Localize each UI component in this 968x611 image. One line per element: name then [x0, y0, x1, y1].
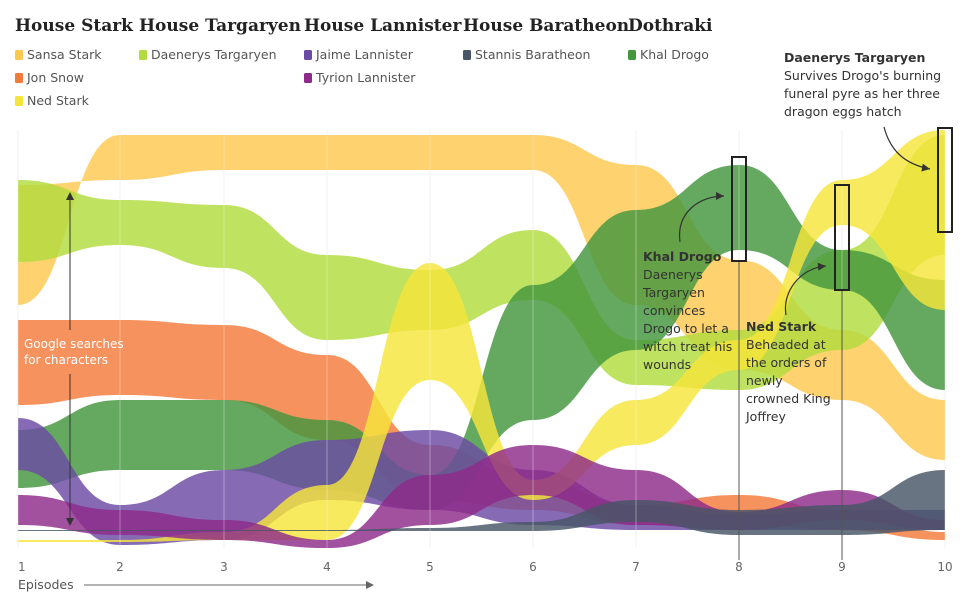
x-axis-arrow-head: [366, 581, 374, 589]
legend-label-jaime-lannister: Jaime Lannister: [315, 47, 414, 62]
stream-ned-stark: [18, 130, 945, 542]
annotation-line-khal-drogo-4: Drogo to let a: [643, 321, 729, 336]
legend-label-jon-snow: Jon Snow: [26, 70, 84, 85]
annotation-line-daenerys-targaryen-2: funeral pyre as her three: [784, 86, 940, 101]
legend-house-house-baratheon: House Baratheon: [463, 16, 629, 36]
x-tick-1: 1: [18, 560, 26, 574]
legend-house-house-targaryen: House Targaryen: [139, 16, 301, 36]
legend: House Stark Sansa Stark Jon Snow Ned Stark H…: [15, 16, 713, 108]
annotation-line-ned-stark-3: newly: [746, 373, 783, 388]
x-tick-5: 5: [426, 560, 434, 574]
annotation-line-khal-drogo-1: Daenerys: [643, 267, 703, 282]
annotation-line-khal-drogo-3: convinces: [643, 303, 705, 318]
annotation-line-daenerys-targaryen-3: dragon eggs hatch: [784, 104, 902, 119]
marker-box-episode-10: [937, 127, 953, 233]
annotations: Khal Drogo Daenerys Targaryen convinces Drog…: [642, 50, 941, 424]
legend-label-tyrion-lannister: Tyrion Lannister: [315, 70, 416, 85]
legend-swatch-daenerys-targaryen: [139, 50, 147, 60]
y-note-line-2: for characters: [24, 353, 108, 367]
annotation-markers: [731, 127, 953, 560]
legend-swatch-ned-stark: [15, 96, 23, 106]
stream-khal-drogo: [18, 165, 945, 510]
x-tick-6: 6: [529, 560, 537, 574]
annotation-title-khal-drogo: Khal Drogo: [643, 249, 722, 264]
annotation-line-khal-drogo-2: Targaryen: [642, 285, 705, 300]
y-note-line-1: Google searches: [24, 337, 124, 351]
annotation-title-ned-stark: Ned Stark: [746, 319, 817, 334]
legend-swatch-sansa-stark: [15, 50, 23, 60]
marker-box-episode-9: [834, 184, 850, 291]
annotation-line-khal-drogo-6: wounds: [643, 357, 691, 372]
legend-label-sansa-stark: Sansa Stark: [27, 47, 102, 62]
legend-label-ned-stark: Ned Stark: [27, 93, 90, 108]
x-tick-9: 9: [838, 560, 846, 574]
legend-swatch-jon-snow: [15, 73, 23, 83]
annotation-line-daenerys-targaryen-1: Survives Drogo's burning: [784, 68, 941, 83]
legend-label-stannis-baratheon: Stannis Baratheon: [475, 47, 590, 62]
x-axis-title: Episodes: [18, 577, 74, 592]
stream-stannis-baratheon: [18, 470, 945, 535]
x-tick-10: 10: [937, 560, 952, 574]
y-axis-note: Google searches for characters: [24, 192, 124, 526]
legend-swatch-jaime-lannister: [304, 50, 312, 60]
annotation-line-ned-stark-1: Beheaded at: [746, 337, 826, 352]
x-axis-label: Episodes: [18, 577, 374, 592]
stream-jon-snow: [18, 320, 945, 540]
annotation-line-ned-stark-2: the orders of: [746, 355, 827, 370]
legend-label-daenerys-targaryen: Daenerys Targaryen: [151, 47, 277, 62]
legend-swatch-stannis-baratheon: [463, 50, 471, 60]
x-tick-4: 4: [323, 560, 331, 574]
stream-daenerys-targaryen: [18, 135, 945, 390]
x-tick-3: 3: [220, 560, 228, 574]
legend-label-khal-drogo: Khal Drogo: [640, 47, 709, 62]
x-axis-ticks: 1 2 3 4 5 6 7 8 9 10: [18, 560, 953, 574]
character-streams: [18, 130, 945, 548]
annotation-line-ned-stark-4: crowned King: [746, 391, 831, 406]
x-tick-2: 2: [116, 560, 124, 574]
x-tick-8: 8: [735, 560, 743, 574]
annotation-line-khal-drogo-5: witch treat his: [643, 339, 732, 354]
legend-swatch-khal-drogo: [628, 50, 636, 60]
legend-house-dothraki: Dothraki: [628, 16, 713, 36]
y-arrow-up-head: [66, 192, 74, 200]
annotation-title-daenerys-targaryen: Daenerys Targaryen: [784, 50, 925, 65]
marker-box-episode-8: [731, 156, 747, 262]
legend-house-house-lannister: House Lannister: [304, 16, 462, 36]
annotation-arrowhead-2: [817, 262, 826, 271]
y-arrow-down-head: [66, 518, 74, 526]
annotation-line-ned-stark-5: Joffrey: [745, 409, 787, 424]
x-tick-7: 7: [632, 560, 640, 574]
legend-house-house-stark: House Stark: [15, 16, 134, 36]
annotation-arrowhead-1: [716, 192, 724, 200]
legend-swatch-tyrion-lannister: [304, 73, 312, 83]
annotation-arrowhead-3: [921, 163, 930, 172]
stream-sansa-stark: [18, 135, 945, 460]
